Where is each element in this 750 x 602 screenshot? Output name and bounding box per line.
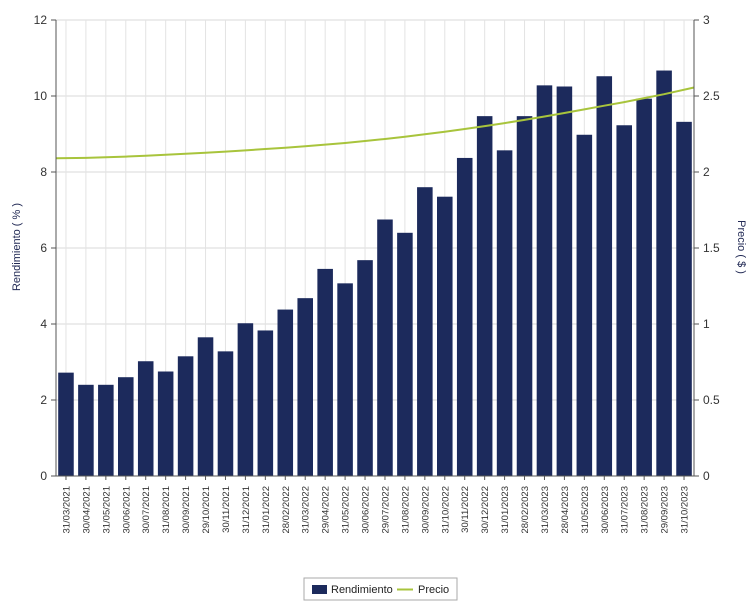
x-tick-label: 29/07/2022: [380, 486, 391, 534]
right-axis-ticks: 0 0.5 1 1.5 2 2.5 3: [694, 13, 720, 483]
x-tick-label: 31/03/2022: [301, 486, 312, 534]
legend-label-precio: Precio: [418, 584, 449, 596]
x-tick-label: 31/05/2021: [101, 486, 112, 534]
bar: [676, 121, 692, 476]
bar: [58, 372, 74, 476]
bar: [197, 337, 214, 476]
bar: [496, 150, 513, 476]
y2-tick-label: 2.5: [703, 89, 720, 103]
y-tick-label: 0: [40, 469, 47, 483]
x-tick-label: 31/08/2022: [400, 486, 411, 534]
y-tick-label: 6: [40, 241, 47, 255]
bar: [237, 323, 254, 476]
y2-tick-label: 1: [703, 317, 710, 331]
y-tick-label: 10: [34, 89, 48, 103]
y-tick-label: 2: [40, 393, 47, 407]
bar: [536, 85, 553, 477]
bar: [177, 356, 194, 476]
legend: Rendimiento Precio: [303, 577, 458, 601]
x-tick-label: 29/09/2023: [660, 486, 671, 534]
bar: [297, 298, 313, 476]
bar: [476, 116, 493, 476]
bar: [157, 371, 174, 476]
left-axis-ticks: 0 2 4 6 8 10 12: [34, 13, 56, 483]
y2-tick-label: 0: [703, 469, 710, 483]
x-axis-ticks: 31/03/2021 30/04/2021 31/05/2021 30/06/2021…: [61, 476, 691, 534]
bar: [257, 330, 274, 476]
x-tick-label: 31/03/2021: [61, 486, 72, 534]
bar: [337, 283, 353, 476]
x-tick-label: 31/05/2022: [341, 486, 352, 534]
y-tick-label: 4: [40, 317, 47, 331]
right-axis-title: Precio ( $ ): [735, 220, 747, 274]
x-tick-label: 28/02/2023: [520, 486, 531, 534]
left-axis-title: Rendimiento ( % ): [11, 203, 23, 291]
x-tick-label: 31/10/2023: [680, 486, 691, 534]
line-precio: [55, 86, 695, 160]
x-tick-label: 30/04/2021: [81, 486, 92, 534]
x-tick-label: 31/03/2023: [540, 486, 551, 534]
bar: [78, 384, 94, 476]
bar: [118, 377, 134, 476]
y-tick-label: 8: [40, 165, 47, 179]
x-tick-label: 31/08/2021: [161, 486, 172, 534]
bar: [417, 187, 433, 476]
x-tick-label: 31/05/2023: [580, 486, 591, 534]
x-tick-label: 30/07/2021: [141, 486, 152, 534]
bar: [576, 134, 593, 476]
bar: [317, 268, 333, 476]
bar: [397, 232, 413, 476]
legend-label-rendimiento: Rendimiento: [331, 584, 393, 596]
y2-tick-label: 2: [703, 165, 710, 179]
x-tick-label: 30/06/2022: [361, 486, 372, 534]
x-tick-label: 31/01/2022: [261, 486, 272, 534]
bar: [217, 351, 234, 476]
line-series-precio: [55, 86, 695, 160]
bar: [556, 86, 573, 476]
bar: [656, 70, 672, 476]
bar-series-rendimiento: [58, 70, 692, 477]
bar: [516, 116, 533, 476]
x-tick-label: 28/02/2022: [281, 486, 292, 534]
bar: [277, 309, 294, 476]
x-tick-label: 30/11/2021: [221, 486, 232, 533]
x-tick-label: 31/10/2022: [440, 486, 451, 534]
x-tick-label: 30/09/2021: [181, 486, 192, 534]
x-tick-label: 31/01/2023: [500, 486, 511, 534]
x-tick-label: 30/09/2022: [420, 486, 431, 534]
bar: [437, 196, 453, 476]
x-tick-label: 28/04/2023: [560, 486, 571, 534]
legend-swatch-rendimiento: [312, 585, 327, 594]
x-tick-label: 29/10/2021: [201, 486, 212, 534]
x-tick-label: 31/12/2021: [241, 486, 252, 534]
y2-tick-label: 1.5: [703, 241, 720, 255]
x-tick-label: 30/11/2022: [460, 486, 471, 533]
bar: [137, 361, 154, 476]
x-tick-label: 29/04/2022: [321, 486, 332, 534]
y-tick-label: 12: [34, 13, 48, 27]
bar: [616, 125, 632, 476]
bar: [357, 260, 373, 476]
x-tick-label: 30/06/2023: [600, 486, 611, 534]
y2-tick-label: 3: [703, 13, 710, 27]
x-tick-label: 30/06/2021: [121, 486, 132, 534]
bar: [636, 98, 652, 476]
x-tick-label: 31/07/2023: [620, 486, 631, 534]
x-tick-label: 31/08/2023: [640, 486, 651, 534]
y2-tick-label: 0.5: [703, 393, 720, 407]
bar: [98, 384, 114, 476]
bar: [596, 76, 613, 477]
bar: [456, 157, 473, 476]
bar: [377, 219, 393, 476]
x-tick-label: 30/12/2022: [480, 486, 491, 534]
